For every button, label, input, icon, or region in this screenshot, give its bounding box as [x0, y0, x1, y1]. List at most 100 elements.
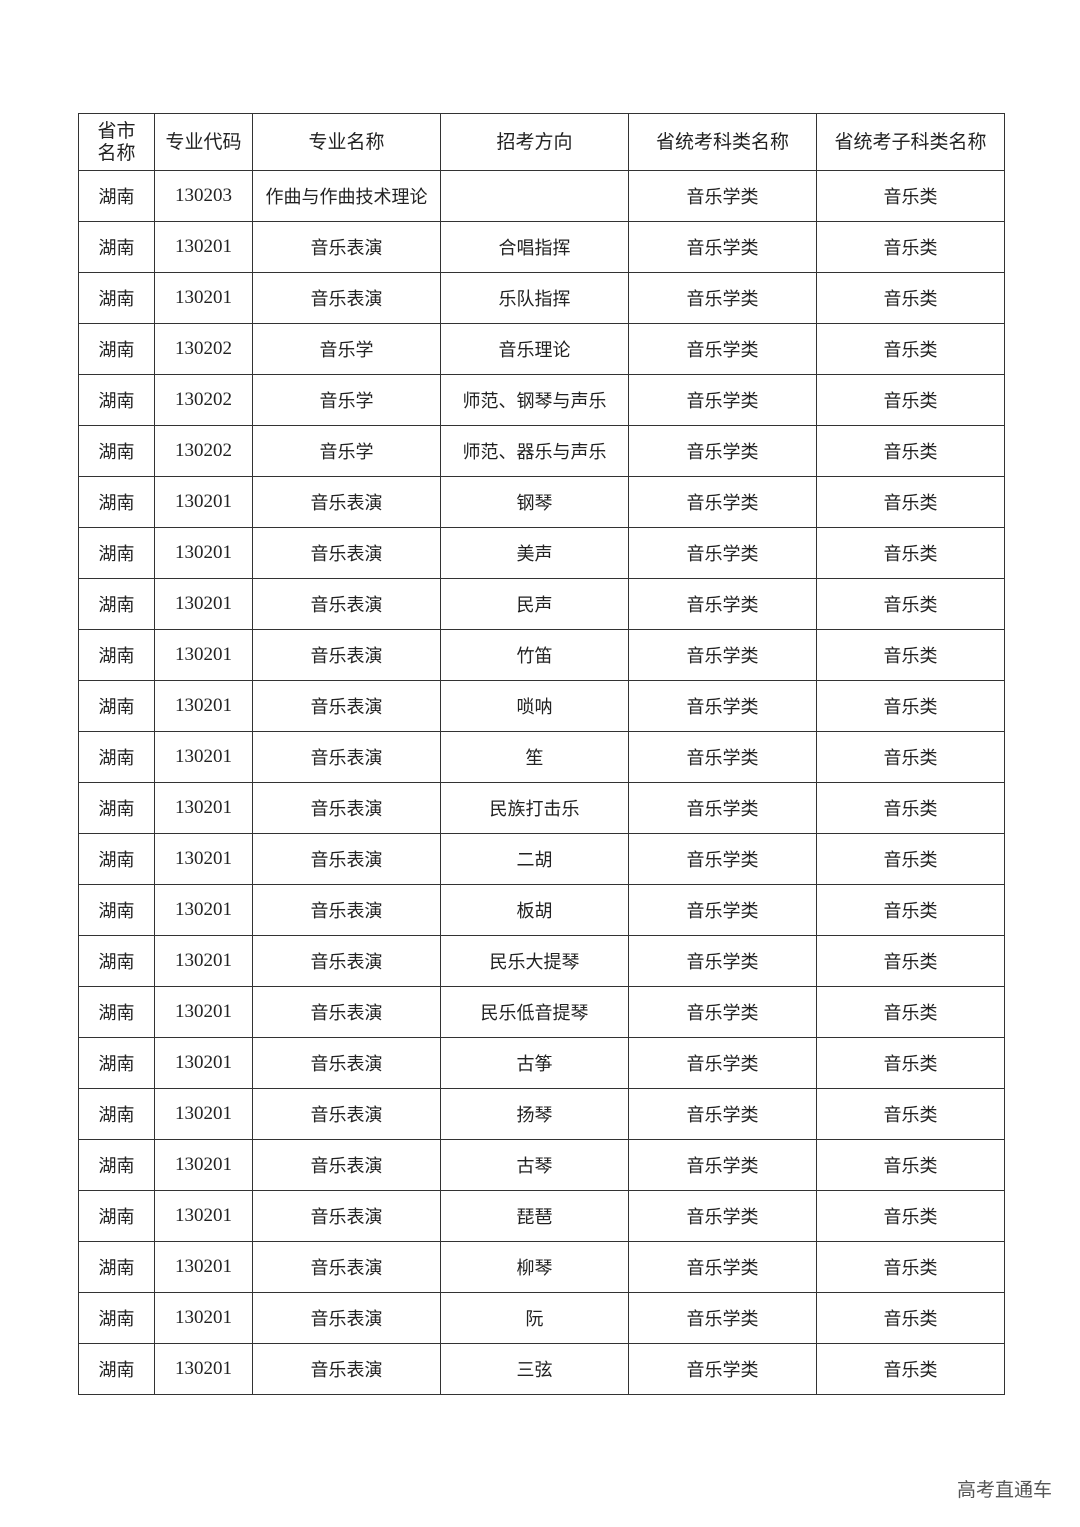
cell-major: 音乐表演 — [252, 731, 441, 783]
cell-direction: 琵琶 — [440, 1190, 629, 1242]
cell-major: 音乐表演 — [252, 782, 441, 834]
cell-category: 音乐学类 — [628, 1292, 817, 1344]
cell-subcategory: 音乐类 — [816, 527, 1005, 579]
cell-direction: 阮 — [440, 1292, 629, 1344]
cell-subcategory: 音乐类 — [816, 782, 1005, 834]
cell-subcategory: 音乐类 — [816, 629, 1005, 681]
cell-category: 音乐学类 — [628, 221, 817, 273]
cell-direction: 唢呐 — [440, 680, 629, 732]
cell-province: 湖南 — [78, 221, 155, 273]
cell-code: 130202 — [154, 425, 253, 477]
cell-code: 130202 — [154, 374, 253, 426]
cell-category: 音乐学类 — [628, 170, 817, 222]
cell-category: 音乐学类 — [628, 272, 817, 324]
cell-subcategory: 音乐类 — [816, 170, 1005, 222]
cell-subcategory: 音乐类 — [816, 680, 1005, 732]
cell-category: 音乐学类 — [628, 629, 817, 681]
cell-direction: 师范、钢琴与声乐 — [440, 374, 629, 426]
cell-category: 音乐学类 — [628, 1190, 817, 1242]
cell-code: 130202 — [154, 323, 253, 375]
cell-category: 音乐学类 — [628, 527, 817, 579]
cell-province: 湖南 — [78, 323, 155, 375]
cell-category: 音乐学类 — [628, 1037, 817, 1089]
cell-direction: 古筝 — [440, 1037, 629, 1089]
cell-major: 音乐表演 — [252, 578, 441, 630]
table-row: 湖南 130201 音乐表演 古筝 音乐学类 音乐类 — [78, 1037, 1005, 1089]
cell-category: 音乐学类 — [628, 374, 817, 426]
header-category: 省统考科类名称 — [628, 113, 817, 171]
table-row: 湖南 130201 音乐表演 美声 音乐学类 音乐类 — [78, 527, 1005, 579]
cell-major: 音乐表演 — [252, 1292, 441, 1344]
table-row: 湖南 130201 音乐表演 竹笛 音乐学类 音乐类 — [78, 629, 1005, 681]
cell-major: 音乐表演 — [252, 1037, 441, 1089]
table-row: 湖南 130201 音乐表演 扬琴 音乐学类 音乐类 — [78, 1088, 1005, 1140]
table-row: 湖南 130201 音乐表演 民族打击乐 音乐学类 音乐类 — [78, 782, 1005, 834]
cell-direction — [440, 170, 629, 222]
cell-category: 音乐学类 — [628, 935, 817, 987]
cell-direction: 乐队指挥 — [440, 272, 629, 324]
cell-code: 130201 — [154, 578, 253, 630]
cell-major: 音乐表演 — [252, 476, 441, 528]
table-row: 湖南 130201 音乐表演 琵琶 音乐学类 音乐类 — [78, 1190, 1005, 1242]
cell-code: 130201 — [154, 1190, 253, 1242]
cell-category: 音乐学类 — [628, 578, 817, 630]
cell-direction: 二胡 — [440, 833, 629, 885]
cell-direction: 古琴 — [440, 1139, 629, 1191]
cell-province: 湖南 — [78, 170, 155, 222]
cell-major: 音乐学 — [252, 374, 441, 426]
cell-major: 音乐表演 — [252, 833, 441, 885]
cell-subcategory: 音乐类 — [816, 935, 1005, 987]
table-row: 湖南 130201 音乐表演 民乐低音提琴 音乐学类 音乐类 — [78, 986, 1005, 1038]
cell-subcategory: 音乐类 — [816, 1292, 1005, 1344]
cell-province: 湖南 — [78, 731, 155, 783]
cell-province: 湖南 — [78, 935, 155, 987]
cell-subcategory: 音乐类 — [816, 425, 1005, 477]
cell-direction: 板胡 — [440, 884, 629, 936]
cell-code: 130201 — [154, 731, 253, 783]
major-table: 省市 名称 专业代码 专业名称 招考方向 省统考科类名称 省统考子科类名称 湖南 1… — [78, 113, 1005, 1395]
cell-direction: 音乐理论 — [440, 323, 629, 375]
cell-code: 130201 — [154, 272, 253, 324]
table-row: 湖南 130201 音乐表演 民乐大提琴 音乐学类 音乐类 — [78, 935, 1005, 987]
table-row: 湖南 130201 音乐表演 古琴 音乐学类 音乐类 — [78, 1139, 1005, 1191]
cell-province: 湖南 — [78, 1088, 155, 1140]
cell-direction: 民乐大提琴 — [440, 935, 629, 987]
cell-code: 130201 — [154, 884, 253, 936]
cell-direction: 竹笛 — [440, 629, 629, 681]
cell-code: 130203 — [154, 170, 253, 222]
cell-direction: 笙 — [440, 731, 629, 783]
cell-category: 音乐学类 — [628, 1343, 817, 1395]
cell-province: 湖南 — [78, 833, 155, 885]
header-province-line2: 名称 — [97, 142, 136, 164]
cell-category: 音乐学类 — [628, 731, 817, 783]
cell-subcategory: 音乐类 — [816, 578, 1005, 630]
cell-category: 音乐学类 — [628, 1088, 817, 1140]
cell-province: 湖南 — [78, 1292, 155, 1344]
cell-major: 音乐表演 — [252, 884, 441, 936]
table-row: 湖南 130202 音乐学 音乐理论 音乐学类 音乐类 — [78, 323, 1005, 375]
table-row: 湖南 130201 音乐表演 三弦 音乐学类 音乐类 — [78, 1343, 1005, 1395]
cell-subcategory: 音乐类 — [816, 1037, 1005, 1089]
table-row: 湖南 130202 音乐学 师范、钢琴与声乐 音乐学类 音乐类 — [78, 374, 1005, 426]
cell-major: 音乐表演 — [252, 629, 441, 681]
cell-major: 音乐表演 — [252, 935, 441, 987]
cell-major: 音乐学 — [252, 425, 441, 477]
cell-subcategory: 音乐类 — [816, 221, 1005, 273]
cell-province: 湖南 — [78, 1343, 155, 1395]
cell-code: 130201 — [154, 1292, 253, 1344]
cell-direction: 扬琴 — [440, 1088, 629, 1140]
cell-code: 130201 — [154, 1241, 253, 1293]
cell-province: 湖南 — [78, 476, 155, 528]
cell-code: 130201 — [154, 1139, 253, 1191]
table-row: 湖南 130201 音乐表演 合唱指挥 音乐学类 音乐类 — [78, 221, 1005, 273]
cell-category: 音乐学类 — [628, 476, 817, 528]
cell-code: 130201 — [154, 1037, 253, 1089]
cell-code: 130201 — [154, 935, 253, 987]
footer-watermark-text: 高考直通车 — [956, 1479, 1052, 1501]
cell-code: 130201 — [154, 680, 253, 732]
cell-code: 130201 — [154, 476, 253, 528]
cell-subcategory: 音乐类 — [816, 1241, 1005, 1293]
cell-province: 湖南 — [78, 578, 155, 630]
cell-category: 音乐学类 — [628, 680, 817, 732]
table-row: 湖南 130201 音乐表演阮音乐学类 音乐类 — [78, 1292, 1005, 1344]
